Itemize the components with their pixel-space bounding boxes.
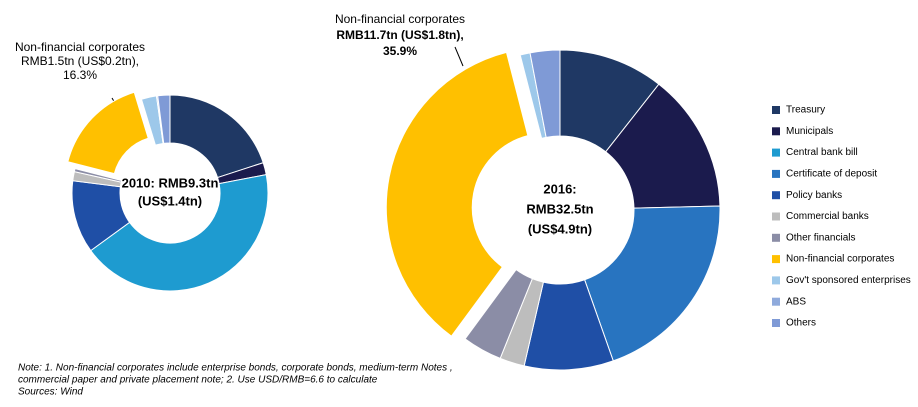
legend-label: Treasury [786,105,825,116]
legend-swatch [772,276,780,285]
center-label: 2016: [543,181,576,196]
donut-slice [169,94,264,179]
annotation: Non-financial corporates [15,40,145,54]
donut-slice [73,168,123,183]
center-label: (US$4.9tn) [528,221,592,236]
legend-label: Policy banks [786,190,842,201]
note: commercial paper and private placement n… [18,375,378,386]
legend-label: ABS [786,296,806,307]
legend-label: Certificate of deposit [786,169,877,180]
donut-slice [464,268,533,360]
donut-slice [90,174,269,292]
legend-swatch [772,148,780,157]
legend-label: Non-financial corporates [786,254,894,265]
legend-swatch [772,169,780,178]
legend-swatch [772,212,780,221]
legend-label: Commercial banks [786,211,869,222]
note: Note: 1. Non-financial corporates includ… [18,363,453,374]
legend-label: Others [786,318,816,329]
legend-swatch [772,191,780,200]
annotation: 16.3% [63,68,97,82]
leader-line [454,46,464,67]
legend-swatch [772,297,780,306]
annotation: RMB11.7tn (US$1.8tn), [336,28,463,42]
legend-swatch [772,255,780,264]
center-label: RMB32.5tn [526,201,593,216]
donut-slice [157,94,171,144]
annotation: Non-financial corporates [335,12,465,26]
donut-slice [385,51,529,337]
donut-slice [529,49,561,138]
annotation: RMB1.5tn (US$0.2tn), [21,54,139,68]
legend-swatch [772,127,780,136]
center-label: (US$1.4tn) [138,193,202,208]
donut-slice [583,205,721,362]
legend-label: Other financials [786,232,855,243]
legend-label: Gov't sponsored enterprises [786,275,911,286]
donut-slice [67,91,149,175]
legend-swatch [772,106,780,114]
legend-label: Municipals [786,126,833,137]
legend-swatch [772,233,780,242]
legend-swatch [772,319,780,327]
center-label: 2010: RMB9.3tn [122,175,219,190]
annotation: 35.9% [383,44,417,58]
legend-label: Central bank bill [786,147,858,158]
note: Sources: Wind [18,387,83,398]
